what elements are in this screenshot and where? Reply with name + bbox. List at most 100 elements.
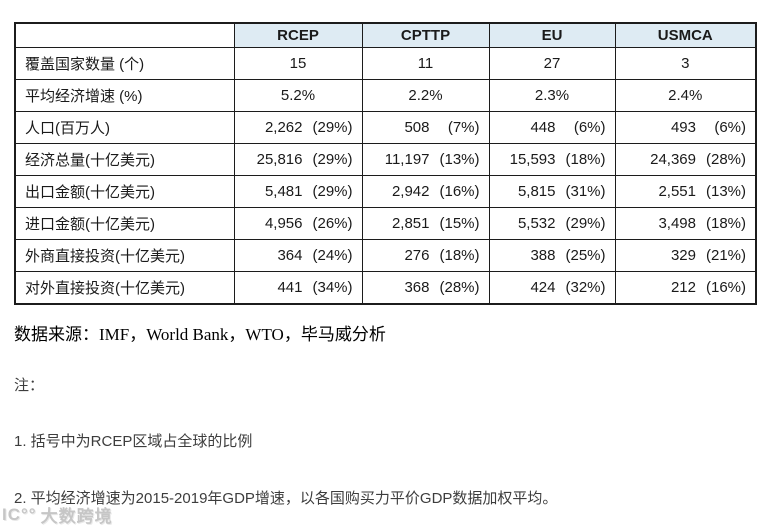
cell-percent: (18%)	[439, 247, 480, 264]
column-header-rcep: RCEP	[233, 22, 363, 48]
cell-value: 3,498	[658, 215, 696, 232]
cell-value: 448	[530, 119, 556, 136]
cell-value: 329	[670, 247, 696, 264]
table-cell: 2,262 (29%)	[233, 111, 363, 144]
table-cell: 5.2%	[233, 79, 363, 112]
cell-value: 5,532	[517, 215, 556, 232]
table-cell: 276 (18%)	[361, 239, 490, 272]
row-label: 平均经济增速 (%)	[14, 79, 235, 112]
table-cell: 2,851 (15%)	[361, 207, 490, 240]
table-row: 覆盖国家数量 (个) 15 11 27 3	[14, 47, 757, 80]
cell-value: 212	[670, 279, 696, 296]
cell-percent: (29%)	[565, 215, 606, 232]
table-row: 出口金额(十亿美元) 5,481 (29%) 2,942 (16%) 5,815 (3…	[14, 175, 757, 208]
cell-percent: (18%)	[565, 151, 606, 168]
table-cell: 27	[488, 47, 616, 80]
table-cell: 388 (25%)	[488, 239, 616, 272]
table-cell: 11,197 (13%)	[361, 143, 490, 176]
cell-value: 364	[277, 247, 303, 264]
row-label: 人口(百万人)	[14, 111, 235, 144]
table-header-row: RCEP CPTTP EU USMCA	[14, 22, 757, 48]
cell-value: 388	[530, 247, 556, 264]
table-cell: 5,815 (31%)	[488, 175, 616, 208]
notes-heading: 注：	[14, 377, 45, 394]
table-cell: 212 (16%)	[614, 271, 757, 305]
table-cell: 15,593 (18%)	[488, 143, 616, 176]
cell-percent: (6%)	[714, 119, 746, 136]
cell-percent: (18%)	[705, 215, 746, 232]
column-header-usmca: USMCA	[614, 22, 757, 48]
cell-value: 15,593	[509, 151, 556, 168]
cell-percent: (16%)	[439, 183, 480, 200]
table-cell: 424 (32%)	[488, 271, 616, 305]
table-cell: 441 (34%)	[233, 271, 363, 305]
table-cell: 5,481 (29%)	[233, 175, 363, 208]
table-cell: 2,551 (13%)	[614, 175, 757, 208]
cell-percent: (29%)	[312, 183, 353, 200]
cell-percent: (28%)	[705, 151, 746, 168]
cell-value: 2,942	[391, 183, 430, 200]
table-row: 经济总量(十亿美元) 25,816 (29%) 11,197 (13%) 15,59…	[14, 143, 757, 176]
table-cell: 15	[233, 47, 363, 80]
cell-percent: (29%)	[312, 119, 353, 136]
table-cell: 3,498 (18%)	[614, 207, 757, 240]
table-row: 进口金额(十亿美元) 4,956 (26%) 2,851 (15%) 5,532 (2…	[14, 207, 757, 240]
cell-percent: (32%)	[565, 279, 606, 296]
cell-value: 276	[404, 247, 430, 264]
table-cell: 4,956 (26%)	[233, 207, 363, 240]
cell-percent: (7%)	[447, 119, 480, 136]
cell-value: 11,197	[384, 151, 430, 168]
table-cell: 448 (6%)	[488, 111, 616, 144]
comparison-table: RCEP CPTTP EU USMCA 覆盖国家数量 (个) 15 11 27 …	[14, 22, 757, 305]
watermark-logo-icon: IC°°	[2, 504, 37, 524]
watermark-text: 大数跨境	[40, 507, 113, 526]
cell-value: 24,369	[650, 151, 696, 168]
row-label: 覆盖国家数量 (个)	[14, 47, 235, 80]
table-cell: 368 (28%)	[361, 271, 490, 305]
table-row: 对外直接投资(十亿美元) 441 (34%) 368 (28%) 424 (32%) …	[14, 271, 757, 305]
note-item-2: 2. 平均经济增速为2015-2019年GDP增速，以各国购买力平价GDP数据加…	[14, 490, 558, 507]
column-header-cpttp: CPTTP	[361, 22, 490, 48]
watermark: IC°° 大数跨境	[2, 502, 113, 527]
table-cell: 11	[361, 47, 490, 80]
cell-percent: (21%)	[705, 247, 746, 264]
row-label: 经济总量(十亿美元)	[14, 143, 235, 176]
table-cell: 5,532 (29%)	[488, 207, 616, 240]
cell-percent: (29%)	[312, 151, 353, 168]
cell-value: 5,815	[517, 183, 556, 200]
row-label: 外商直接投资(十亿美元)	[14, 239, 235, 272]
table-cell: 2.2%	[361, 79, 490, 112]
table-cell: 25,816 (29%)	[233, 143, 363, 176]
cell-value: 368	[404, 279, 430, 296]
cell-value: 2,851	[391, 215, 430, 232]
row-label: 对外直接投资(十亿美元)	[14, 271, 235, 305]
row-label: 出口金额(十亿美元)	[14, 175, 235, 208]
table-cell: 24,369 (28%)	[614, 143, 757, 176]
table-cell: 364 (24%)	[233, 239, 363, 272]
cell-percent: (24%)	[312, 247, 353, 264]
table-cell: 3	[614, 47, 757, 80]
table-cell: 2,942 (16%)	[361, 175, 490, 208]
cell-percent: (13%)	[439, 151, 480, 168]
table-row: 平均经济增速 (%) 5.2% 2.2% 2.3% 2.4%	[14, 79, 757, 112]
cell-value: 493	[670, 119, 696, 136]
table-cell: 508 (7%)	[361, 111, 490, 144]
cell-value: 2,551	[658, 183, 696, 200]
cell-value: 4,956	[264, 215, 303, 232]
note-item-1: 1. 括号中为RCEP区域占全球的比例	[14, 433, 253, 450]
cell-percent: (15%)	[439, 215, 480, 232]
cell-percent: (13%)	[705, 183, 746, 200]
cell-value: 508	[404, 119, 430, 136]
table-cell: 2.3%	[488, 79, 616, 112]
cell-percent: (34%)	[312, 279, 353, 296]
cell-percent: (25%)	[565, 247, 606, 264]
row-label: 进口金额(十亿美元)	[14, 207, 235, 240]
cell-percent: (31%)	[565, 183, 606, 200]
table-cell: 329 (21%)	[614, 239, 757, 272]
cell-value: 25,816	[256, 151, 303, 168]
table-row: 外商直接投资(十亿美元) 364 (24%) 276 (18%) 388 (25%) …	[14, 239, 757, 272]
cell-value: 441	[277, 279, 303, 296]
cell-percent: (6%)	[573, 119, 606, 136]
data-source-line: 数据来源：IMF，World Bank，WTO，毕马威分析	[14, 325, 386, 344]
table-row: 人口(百万人) 2,262 (29%) 508 (7%) 448 (6%) 493 (6…	[14, 111, 757, 144]
